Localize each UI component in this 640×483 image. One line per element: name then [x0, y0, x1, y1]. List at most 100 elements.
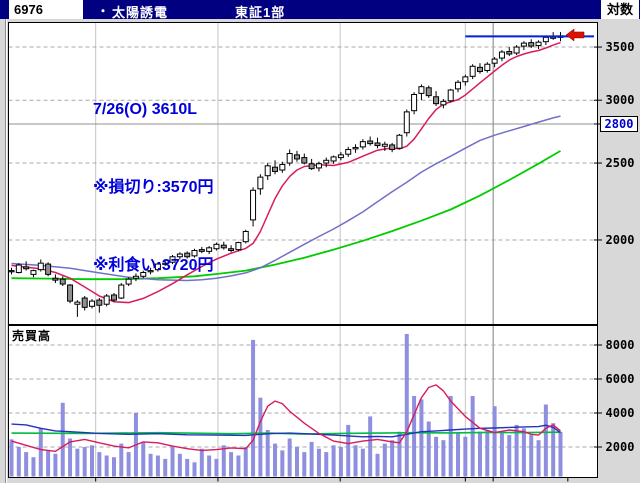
price-axis-label: 2500	[605, 156, 635, 171]
volume-bar	[521, 428, 526, 477]
volume-bar	[360, 448, 365, 477]
volume-bar	[207, 455, 212, 477]
price-axis-label: 2000	[605, 232, 635, 247]
volume-bar	[368, 416, 373, 477]
candle-up	[118, 283, 125, 300]
volume-ma-mid-line	[11, 423, 561, 438]
candle-body	[476, 66, 483, 73]
volume-bar	[316, 448, 321, 477]
stock-code-field[interactable]: 6976	[10, 0, 83, 19]
volume-bar	[397, 431, 402, 477]
candle-body	[411, 93, 418, 112]
volume-bar	[104, 455, 109, 477]
candle-body	[147, 270, 154, 273]
candle-body	[45, 263, 52, 275]
candle-body	[132, 275, 139, 279]
volume-bar	[126, 452, 131, 477]
candle-up	[381, 141, 388, 151]
candle-body	[250, 189, 257, 221]
candle-up	[191, 248, 198, 258]
candle-down	[81, 296, 88, 311]
candle-body	[89, 300, 96, 307]
candle-body	[315, 163, 322, 169]
candle-body	[528, 42, 535, 47]
candle-up	[125, 277, 132, 287]
candle-body	[418, 86, 425, 94]
candle-body	[330, 156, 337, 162]
candle-body	[433, 96, 440, 105]
candle-up	[403, 109, 410, 137]
volume-bar	[382, 443, 387, 477]
volume-bar	[46, 450, 51, 477]
volume-bar	[199, 448, 204, 477]
volume-axis-label: 8000	[605, 338, 635, 352]
candle-body	[359, 141, 366, 148]
candle-up	[15, 263, 22, 274]
candle-body	[103, 295, 110, 305]
volume-bar	[287, 438, 292, 477]
candle-down	[23, 261, 30, 271]
volume-bar	[185, 458, 190, 477]
candle-body	[286, 153, 293, 164]
volume-bar	[551, 423, 556, 477]
volume-bar	[24, 452, 29, 477]
volume-bar	[492, 406, 497, 477]
candle-up	[140, 270, 147, 279]
candle-body	[140, 271, 147, 277]
candle-body	[491, 58, 498, 64]
candle-body	[272, 166, 279, 172]
volume-panel-title: 売買高	[12, 329, 52, 343]
candle-down	[59, 276, 66, 287]
candle-body	[455, 81, 462, 90]
candle-up	[89, 299, 96, 309]
volume-bar	[375, 453, 380, 477]
candle-body	[345, 149, 352, 155]
candle-down	[96, 298, 103, 313]
candle-up	[279, 161, 286, 173]
volume-bar	[155, 455, 160, 477]
volume-bar	[441, 440, 446, 477]
candle-down	[184, 251, 191, 259]
candle-body	[403, 111, 410, 134]
volume-bar	[412, 396, 417, 477]
candle-up	[491, 57, 498, 68]
volume-bar	[294, 447, 299, 477]
candle-up	[74, 300, 81, 317]
volume-bar	[265, 430, 270, 477]
candle-down	[67, 284, 74, 304]
candle-down	[433, 91, 440, 106]
volume-bar	[38, 428, 43, 477]
candle-up	[176, 252, 183, 260]
candle-body	[542, 36, 549, 43]
candle-body	[323, 159, 330, 164]
volume-bar	[141, 441, 146, 477]
candle-up	[513, 45, 520, 56]
volume-bar	[331, 445, 336, 477]
candle-down	[45, 262, 52, 277]
candle-down	[506, 47, 513, 57]
candle-body	[242, 230, 249, 243]
volume-bar	[214, 458, 219, 477]
volume-bar	[477, 431, 482, 477]
stock-name-label: 太陽誘電	[112, 5, 169, 20]
candle-up	[396, 133, 403, 150]
candle-body	[374, 142, 381, 147]
candle-body	[125, 278, 132, 285]
stop-loss-note: ※損切り:3570円	[93, 179, 214, 196]
candle-body	[535, 41, 542, 47]
candle-down	[528, 39, 535, 49]
volume-bar	[470, 396, 475, 477]
volume-bar	[236, 455, 241, 477]
volume-axis-label: 6000	[605, 372, 635, 386]
volume-bar	[536, 440, 541, 477]
volume-bar	[53, 453, 58, 477]
volume-bar	[346, 424, 351, 477]
candle-body	[337, 154, 344, 159]
candle-body	[176, 253, 183, 258]
candle-body	[118, 284, 125, 299]
candle-body	[228, 248, 235, 251]
log-scale-toggle[interactable]: 対数	[601, 0, 639, 19]
candle-up	[264, 163, 271, 181]
candle-up	[30, 269, 37, 278]
